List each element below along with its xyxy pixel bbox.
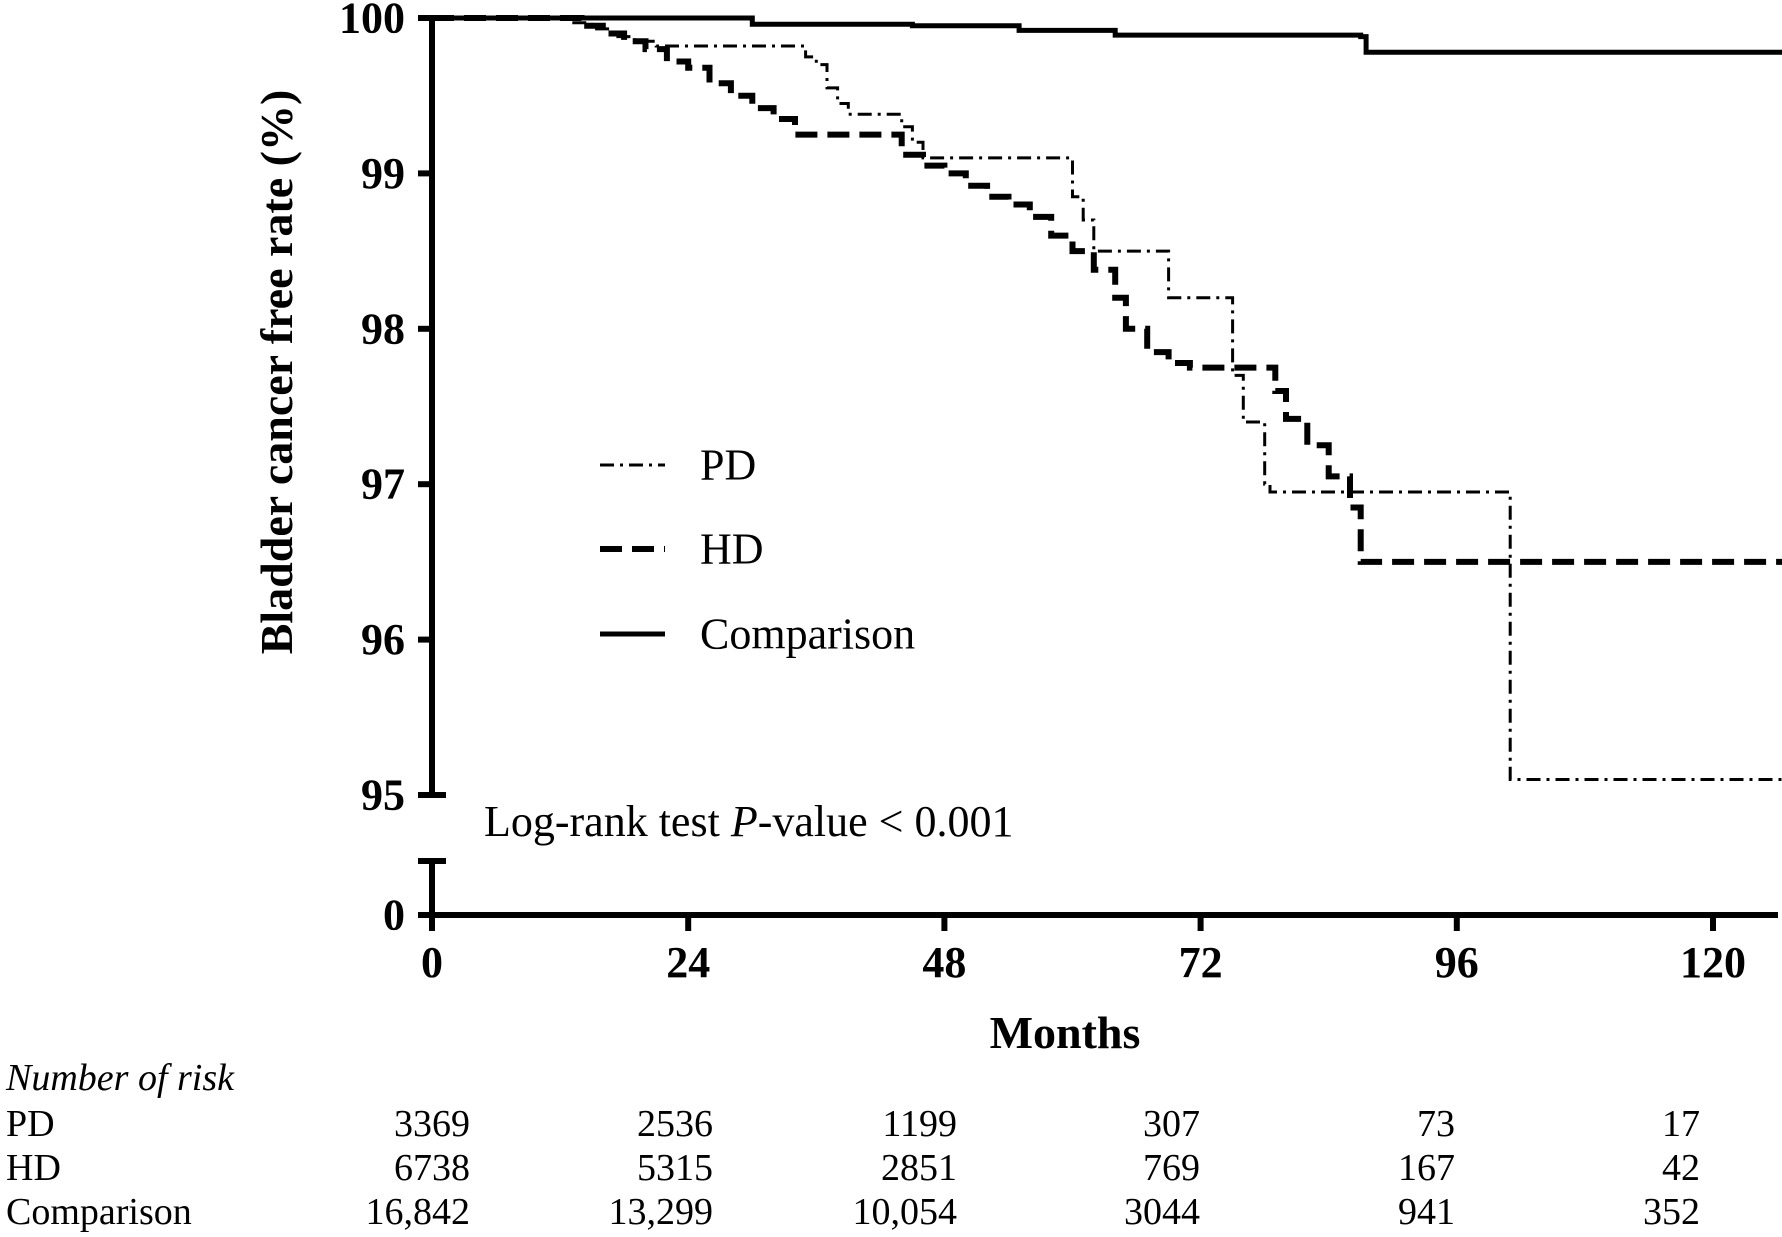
x-tick-label-96: 96 bbox=[1435, 938, 1479, 987]
y-tick-label-96: 96 bbox=[361, 615, 405, 664]
risk-cell-pd-0: 3369 bbox=[394, 1103, 470, 1145]
risk-cell-hd-48: 2851 bbox=[881, 1147, 957, 1189]
risk-cell-pd-72: 307 bbox=[1143, 1103, 1200, 1145]
y-tick-label-97: 97 bbox=[361, 460, 405, 509]
risk-cell-hd-96: 167 bbox=[1398, 1147, 1455, 1189]
risk-cell-comparison-72: 3044 bbox=[1124, 1191, 1200, 1233]
legend: PD HD Comparison bbox=[600, 441, 915, 659]
risk-cell-comparison-24: 13,299 bbox=[609, 1191, 714, 1233]
risk-cell-comparison-96: 941 bbox=[1398, 1191, 1455, 1233]
risk-cell-pd-48: 1199 bbox=[882, 1103, 957, 1145]
risk-cell-pd-24: 2536 bbox=[637, 1103, 713, 1145]
risk-row-label-hd: HD bbox=[6, 1147, 61, 1189]
risk-row-label-pd: PD bbox=[6, 1103, 55, 1145]
x-tick-label-72: 72 bbox=[1179, 938, 1223, 987]
risk-cell-comparison-0: 16,842 bbox=[366, 1191, 471, 1233]
legend-label-hd: HD bbox=[700, 525, 764, 574]
y-tick-label-98: 98 bbox=[361, 304, 405, 353]
risk-table: Number of risk PD 3369 2536 1199 307 73 17 HD 67… bbox=[5, 1057, 1700, 1233]
risk-cell-pd-96: 73 bbox=[1417, 1103, 1455, 1145]
annotation-prefix: Log-rank test bbox=[484, 797, 731, 846]
x-tick-label-48: 48 bbox=[922, 938, 966, 987]
log-rank-annotation: Log-rank test P-value < 0.001 bbox=[484, 797, 1013, 846]
risk-cell-hd-72: 769 bbox=[1143, 1147, 1200, 1189]
x-tick-label-0: 0 bbox=[421, 938, 443, 987]
annotation-suffix: -value < 0.001 bbox=[758, 797, 1014, 846]
x-axis-title: Months bbox=[990, 1007, 1141, 1058]
y-tick-label-100: 100 bbox=[339, 0, 405, 43]
risk-rows: PD 3369 2536 1199 307 73 17 HD 6738 5315 2851 769 16… bbox=[6, 1103, 1700, 1233]
y-tick-label-99: 99 bbox=[361, 149, 405, 198]
risk-row-label-comparison: Comparison bbox=[6, 1191, 192, 1233]
y-axis-title: Bladder cancer free rate (%) bbox=[251, 90, 302, 655]
y-tick-label-95: 95 bbox=[361, 771, 405, 820]
annotation-p: P bbox=[730, 797, 758, 846]
risk-cell-hd-24: 5315 bbox=[637, 1147, 713, 1189]
curves bbox=[432, 15, 1782, 781]
x-ticks: 0 24 48 72 96 120 bbox=[421, 915, 1746, 987]
axes: 0 Bladder cancer free rate (%) Months bbox=[251, 18, 1778, 1058]
y-ticks: 95 96 97 98 99 100 bbox=[339, 0, 432, 820]
x-tick-label-24: 24 bbox=[666, 938, 710, 987]
risk-cell-pd-120: 17 bbox=[1662, 1103, 1700, 1145]
risk-cell-comparison-120: 352 bbox=[1643, 1191, 1700, 1233]
risk-cell-comparison-48: 10,054 bbox=[853, 1191, 958, 1233]
y-tick-label-0: 0 bbox=[383, 891, 405, 940]
x-tick-label-120: 120 bbox=[1680, 938, 1746, 987]
series-hd-curve bbox=[432, 15, 1782, 565]
series-comparison-curve bbox=[432, 15, 1782, 55]
series-pd-curve bbox=[432, 16, 1782, 781]
risk-cell-hd-0: 6738 bbox=[394, 1147, 470, 1189]
legend-label-pd: PD bbox=[700, 441, 756, 490]
risk-table-title: Number of risk bbox=[5, 1057, 235, 1099]
risk-cell-hd-120: 42 bbox=[1662, 1147, 1700, 1189]
legend-label-comparison: Comparison bbox=[700, 610, 915, 659]
